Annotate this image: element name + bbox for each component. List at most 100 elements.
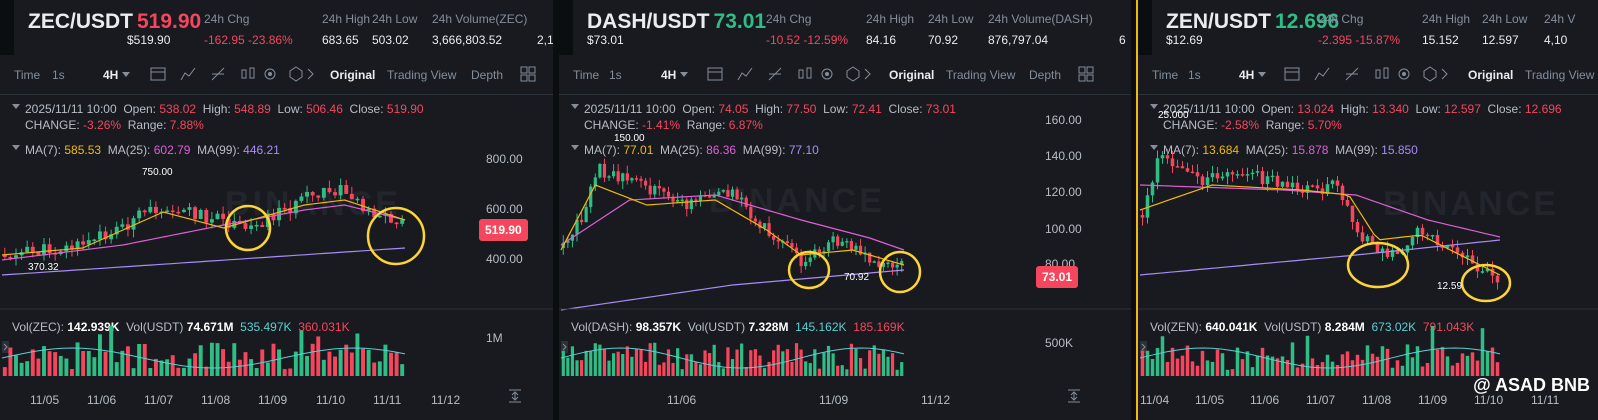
chevron-right-icon[interactable] — [1441, 68, 1448, 80]
chevron-down-icon[interactable] — [122, 72, 130, 78]
volume-bar — [1330, 361, 1335, 376]
auto-scale-icon[interactable] — [1067, 389, 1081, 403]
more-icon[interactable] — [1422, 66, 1438, 82]
volume-bar — [1175, 358, 1180, 376]
interval-4h[interactable]: 4H — [103, 68, 119, 82]
volume-bar — [781, 351, 785, 376]
layout-grid-icon[interactable] — [1078, 66, 1094, 82]
more-icon[interactable] — [288, 66, 304, 82]
interval-4h[interactable]: 4H — [1239, 68, 1255, 82]
more-icon[interactable] — [845, 66, 861, 82]
candle-body — [602, 163, 607, 178]
candle-body — [676, 199, 680, 202]
volume-bar — [1215, 349, 1220, 376]
chevron-down-icon[interactable] — [1258, 72, 1266, 78]
candle-body — [831, 236, 835, 243]
volume-bar — [616, 351, 620, 376]
chevron-right-icon[interactable] — [307, 68, 314, 80]
tab-depth[interactable]: Depth — [1029, 68, 1062, 82]
candle-body — [64, 245, 69, 252]
layout-grid-icon[interactable] — [520, 66, 536, 82]
tab-depth[interactable]: Depth — [471, 68, 504, 82]
tab-original[interactable]: Original — [330, 68, 376, 82]
volume-bar — [232, 343, 237, 376]
candle-type-icon[interactable] — [1374, 66, 1390, 82]
chevron-right-icon[interactable] — [864, 68, 871, 80]
candle-type-icon[interactable] — [240, 66, 256, 82]
chart-toolbar: Time 1s 4H Original Trading View — [1138, 55, 1598, 95]
candle-body — [344, 185, 349, 194]
volume-bar — [53, 352, 58, 376]
min-price-label: 370.32 — [28, 262, 59, 273]
interval-4h[interactable]: 4H — [661, 68, 677, 82]
interval-1s[interactable]: 1s — [52, 68, 65, 82]
volume-bar — [703, 350, 707, 376]
interval-1s[interactable]: 1s — [609, 68, 622, 82]
time-button[interactable]: Time — [573, 68, 600, 82]
pair-title[interactable]: DASH/USDT 73.01 — [587, 10, 767, 33]
candle-body — [131, 218, 136, 230]
calendar-icon[interactable] — [707, 66, 723, 82]
candle-chart[interactable] — [0, 160, 470, 310]
ma99-line — [1139, 239, 1501, 276]
volume-info: Vol(DASH): 98.357K Vol(USDT) 7.328M 145.… — [571, 320, 905, 334]
tab-original[interactable]: Original — [1468, 68, 1514, 82]
pair-title[interactable]: ZEN/USDT 12.696 — [1166, 10, 1340, 33]
ma-caret-icon[interactable] — [571, 145, 579, 153]
chevron-down-icon[interactable] — [680, 72, 688, 78]
candle-type-icon[interactable] — [797, 66, 813, 82]
candle-chart[interactable] — [559, 150, 1029, 311]
volume-bar — [657, 364, 661, 376]
chg-value: -162.95 -23.86% — [204, 33, 293, 47]
candle-body — [47, 244, 52, 254]
candle-body — [872, 261, 876, 263]
drawing-icon[interactable] — [1344, 66, 1360, 82]
drawing-icon[interactable] — [210, 66, 226, 82]
calendar-icon[interactable] — [1284, 66, 1300, 82]
indicator-icon[interactable] — [180, 66, 196, 82]
auto-scale-icon[interactable] — [508, 389, 522, 403]
collapse-caret-icon[interactable] — [1150, 104, 1158, 112]
ohlc-info: 2025/11/11 10:00 Open: 13.024 High: 13.3… — [1163, 102, 1562, 116]
candle-body — [42, 244, 46, 256]
volume-bar — [831, 353, 835, 376]
tab-tradingview[interactable]: Trading View — [1525, 68, 1595, 82]
collapse-caret-icon[interactable] — [12, 104, 20, 112]
tab-original[interactable]: Original — [889, 68, 935, 82]
drawing-icon[interactable] — [767, 66, 783, 82]
collapse-caret-icon[interactable] — [571, 104, 579, 112]
candle-body — [767, 223, 771, 236]
tab-tradingview[interactable]: Trading View — [946, 68, 1016, 82]
settings-icon[interactable] — [1396, 66, 1412, 82]
close-label: Close: — [1487, 102, 1522, 116]
x-tick: 11/04 — [1140, 393, 1170, 407]
volume-bar — [579, 360, 584, 376]
time-button[interactable]: Time — [14, 68, 41, 82]
volume-bar — [826, 345, 831, 376]
settings-icon[interactable] — [262, 66, 278, 82]
indicator-icon[interactable] — [1314, 66, 1330, 82]
ma-caret-icon[interactable] — [12, 145, 20, 153]
settings-icon[interactable] — [819, 66, 835, 82]
pair-title[interactable]: ZEC/USDT 519.90 — [28, 10, 202, 33]
ma-caret-icon[interactable] — [1150, 145, 1158, 153]
time-button[interactable]: Time — [1152, 68, 1179, 82]
open-label: Open: — [1261, 102, 1295, 116]
interval-1s[interactable]: 1s — [1188, 68, 1201, 82]
expand-handle-icon[interactable] — [561, 341, 568, 353]
expand-handle-icon[interactable] — [2, 341, 9, 353]
candle-chart[interactable] — [1138, 115, 1598, 310]
calendar-icon[interactable] — [150, 66, 166, 82]
tab-tradingview[interactable]: Trading View — [387, 68, 457, 82]
volume-bar — [1495, 362, 1500, 376]
candle-body — [282, 207, 287, 210]
candle-body — [1240, 174, 1245, 176]
high-k-value: 77.50 — [786, 102, 817, 116]
ma99-value: 446.21 — [243, 143, 280, 157]
indicator-icon[interactable] — [737, 66, 753, 82]
close-label: Close: — [888, 102, 923, 116]
candle-body — [1430, 235, 1435, 237]
volume-bar — [607, 360, 611, 376]
candle-body — [826, 242, 831, 252]
expand-handle-icon[interactable] — [1140, 341, 1147, 353]
